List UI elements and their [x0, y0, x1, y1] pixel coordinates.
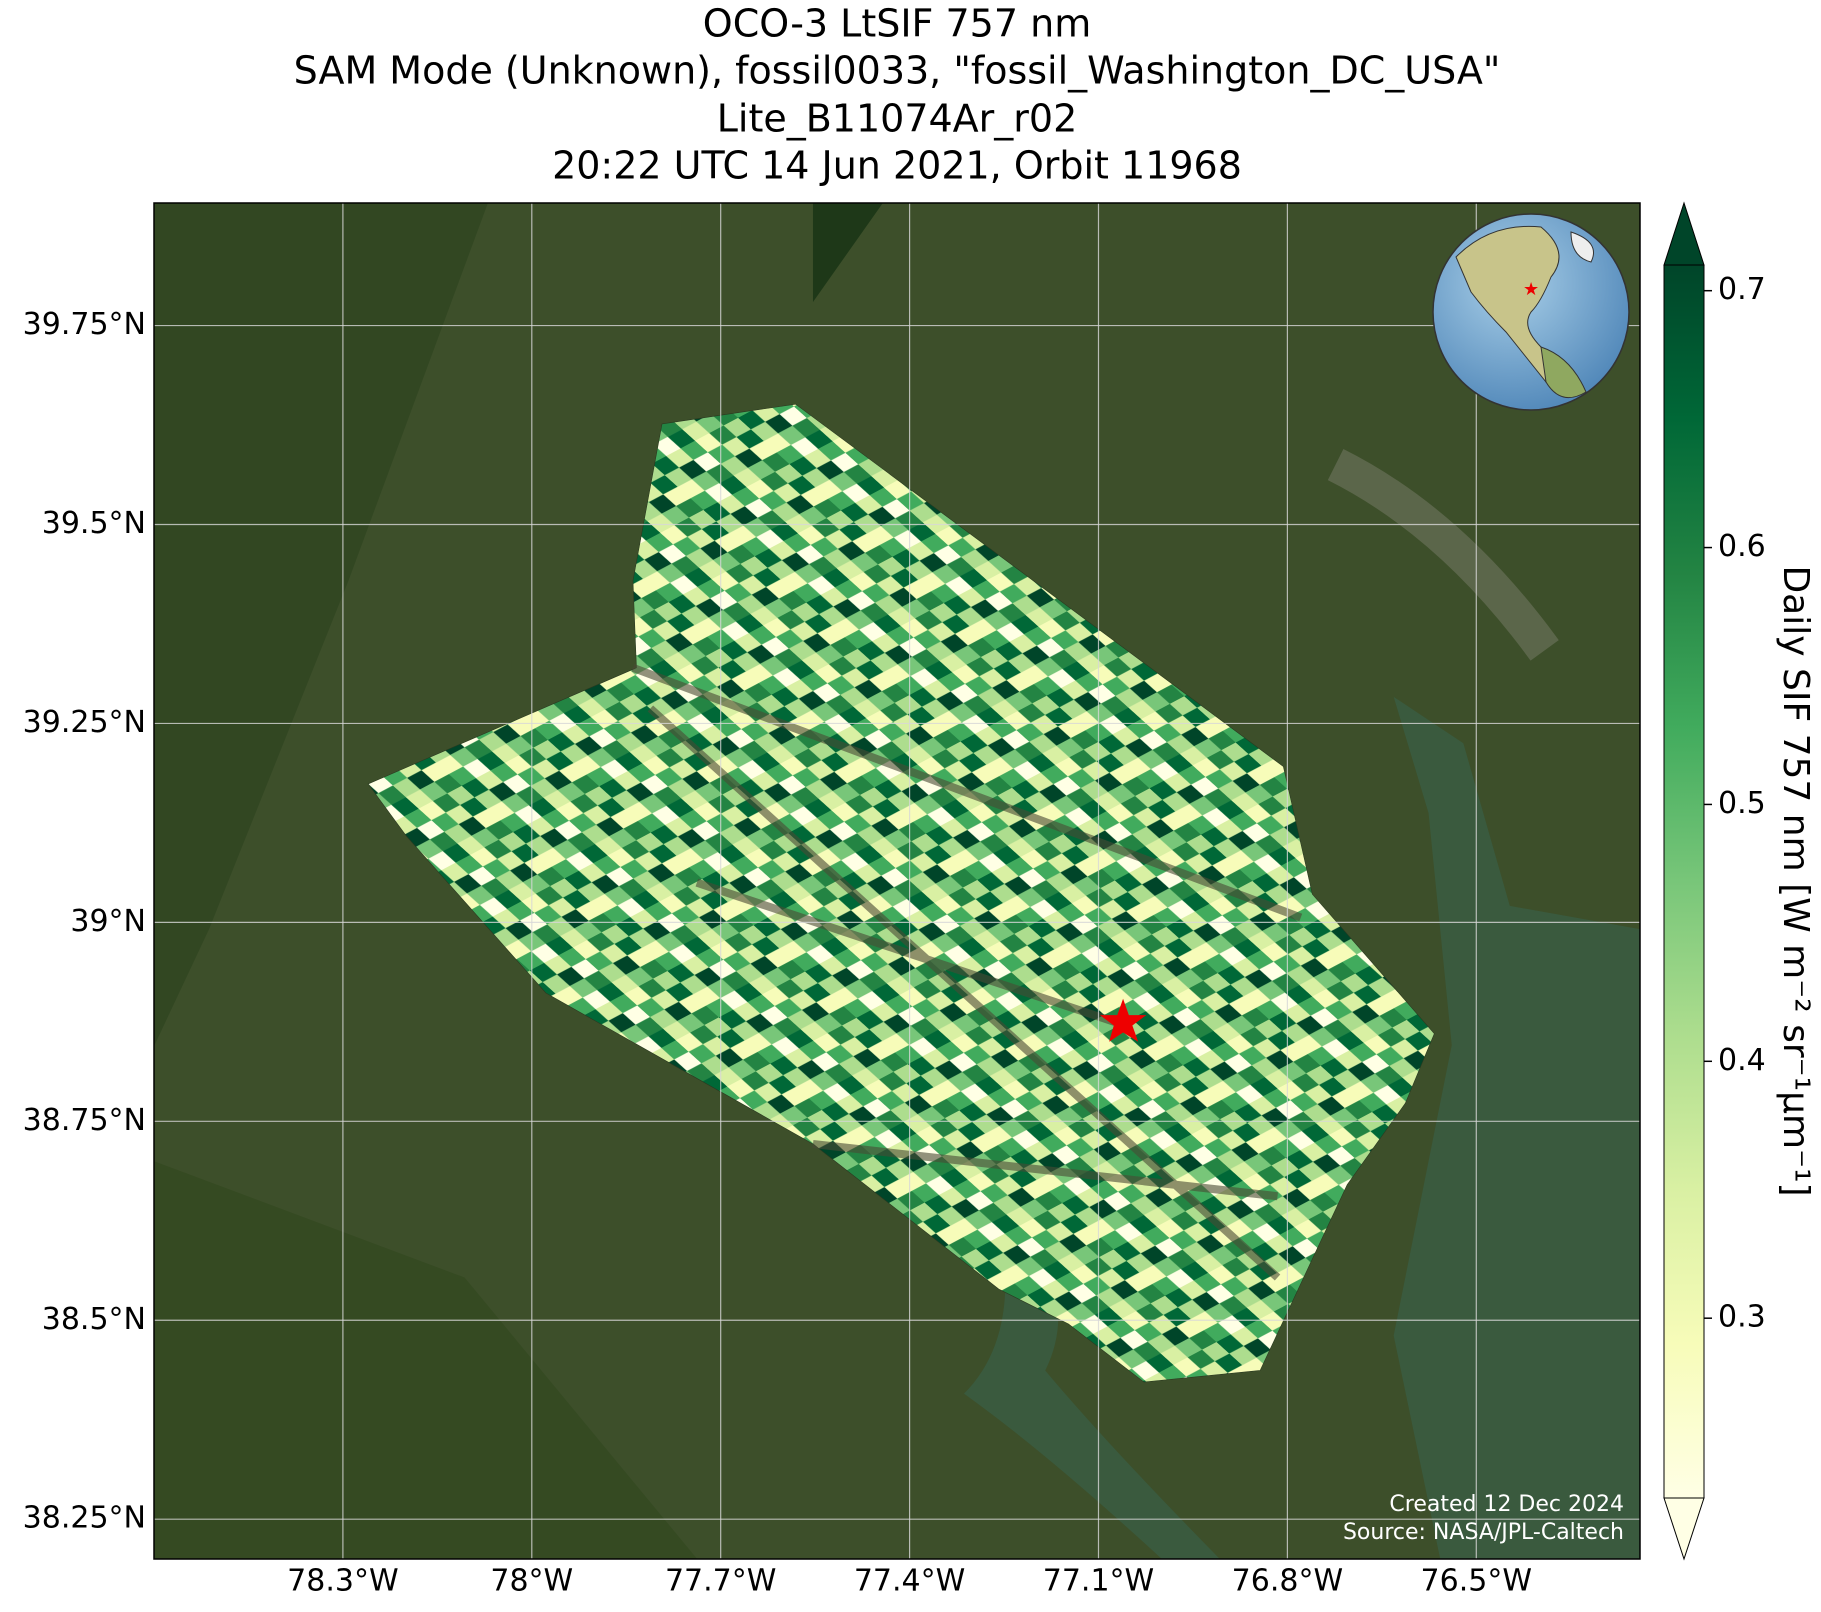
colorbar-extend-min: [1663, 1497, 1705, 1561]
colorbar-tick-label: 0.5: [1718, 786, 1766, 821]
basemap: [154, 203, 1640, 1559]
y-tick-label: 38.5°N: [42, 1302, 146, 1337]
colorbar-label: Daily SIF 757 nm [W m⁻² sr⁻¹μm⁻¹]: [1775, 565, 1816, 1196]
x-tick-label: 77.4°W: [854, 1564, 965, 1599]
y-tick-label: 39.5°N: [42, 506, 146, 541]
colorbar-tick-label: 0.4: [1718, 1043, 1766, 1078]
x-tick-label: 76.5°W: [1421, 1564, 1532, 1599]
x-tick-label: 76.8°W: [1232, 1564, 1343, 1599]
x-tick-label: 77.1°W: [1043, 1564, 1154, 1599]
globe-inset: ★: [1432, 213, 1630, 411]
y-tick-label: 39°N: [70, 904, 146, 939]
y-tick-label: 39.75°N: [23, 307, 146, 342]
colorbar-tick-label: 0.6: [1718, 529, 1766, 564]
y-tick-label: 38.75°N: [23, 1103, 146, 1138]
x-tick-label: 78.3°W: [287, 1564, 398, 1599]
colorbar: 0.3 0.4 0.5 0.6 0.7: [1663, 201, 1766, 1561]
title-line: OCO-3 LtSIF 757 nm: [703, 2, 1091, 46]
x-tick-label: 77.7°W: [665, 1564, 776, 1599]
credit: Created 12 Dec 2024: [1389, 1492, 1624, 1517]
title-line: Lite_B11074Ar_r02: [717, 97, 1078, 141]
title-line: SAM Mode (Unknown), fossil0033, "fossil_…: [294, 49, 1501, 93]
title-line: 20:22 UTC 14 Jun 2021, Orbit 11968: [552, 144, 1242, 188]
colorbar-scale: [1663, 264, 1705, 1499]
colorbar-tick-label: 0.3: [1718, 1300, 1766, 1335]
x-tick-label: 78°W: [490, 1564, 573, 1599]
svg-text:★: ★: [1523, 279, 1539, 300]
colorbar-tick-label: 0.7: [1718, 272, 1766, 307]
colorbar-extend-max: [1663, 201, 1705, 266]
map-frame: [153, 202, 1641, 1560]
gridlines: [154, 203, 1640, 1559]
credit: Source: NASA/JPL-Caltech: [1343, 1520, 1624, 1545]
y-tick-label: 38.25°N: [23, 1501, 146, 1536]
y-tick-label: 39.25°N: [23, 705, 146, 740]
